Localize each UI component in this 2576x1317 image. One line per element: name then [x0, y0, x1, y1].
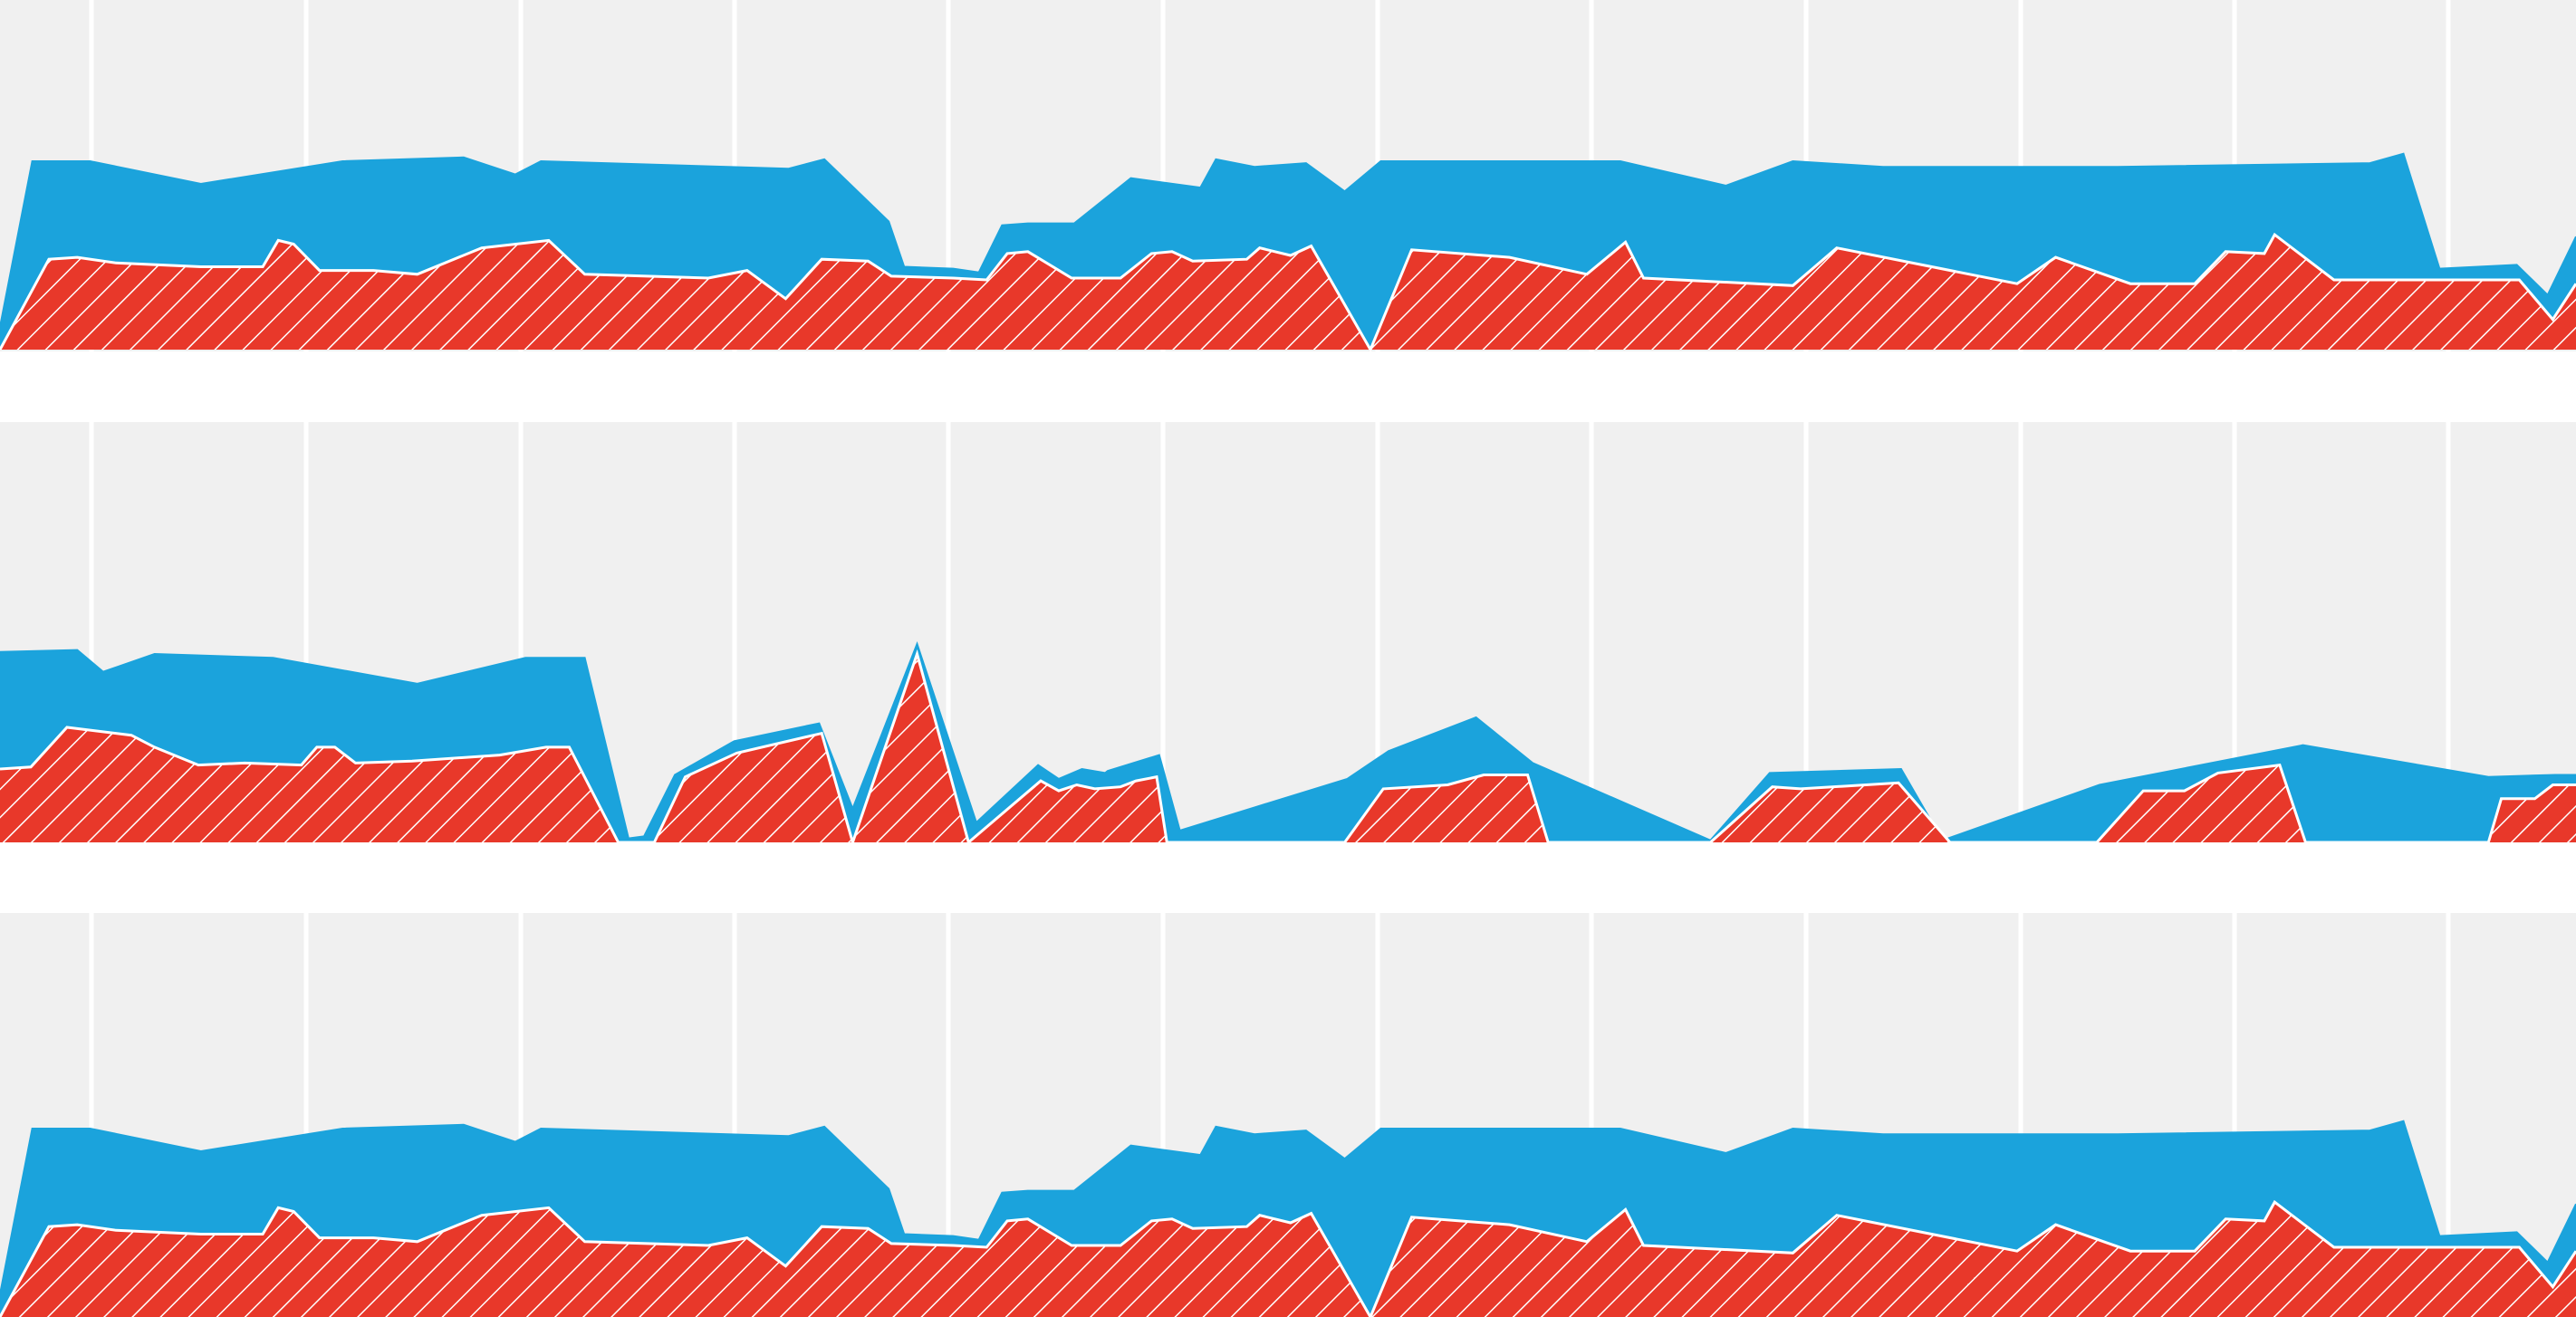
series-b-area	[0, 235, 2576, 350]
area-chart-3	[0, 913, 2576, 1317]
series-a-line	[0, 641, 2576, 842]
chart-svg	[0, 913, 2576, 1317]
series-a-line	[0, 1120, 2576, 1295]
chart-svg	[0, 422, 2576, 842]
series-b-area	[0, 654, 2576, 842]
area-chart-2	[0, 422, 2576, 842]
series-b-line	[0, 232, 2576, 351]
series-b-line	[0, 1199, 2576, 1317]
chart-svg	[0, 0, 2576, 351]
area-chart-1	[0, 0, 2576, 351]
series-b-area	[0, 1202, 2576, 1317]
series-a-line	[0, 152, 2576, 328]
series-b-line	[0, 649, 2576, 842]
